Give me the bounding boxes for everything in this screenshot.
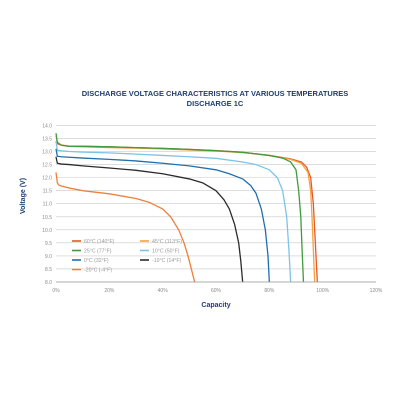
chart-subtitle: DISCHARGE 1C xyxy=(186,99,244,108)
legend-label: 45°C (113°F) xyxy=(152,239,182,245)
y-tick-label: 9.0 xyxy=(45,254,52,260)
legend-label: -10°C (14°F) xyxy=(152,258,182,264)
legend-label: 10°C (50°F) xyxy=(152,249,180,255)
y-tick-label: 9.5 xyxy=(45,241,52,247)
x-tick-label: 20% xyxy=(104,288,115,294)
x-tick-label: 60% xyxy=(211,288,222,294)
legend-label: 25°C (77°F) xyxy=(84,249,112,255)
x-axis-label: Capacity xyxy=(201,302,230,309)
y-axis-label: Voltage (V) xyxy=(20,178,27,214)
legend-label: -20°C (-4°F) xyxy=(84,268,112,274)
series-line-6 xyxy=(55,172,196,283)
series-line-3 xyxy=(55,140,292,283)
x-tick-label: 80% xyxy=(264,288,275,294)
y-tick-label: 13.0 xyxy=(42,150,52,156)
legend-label: 0°C (32°F) xyxy=(84,258,109,264)
y-tick-label: 11.0 xyxy=(43,202,53,208)
legend: 60°C (140°F) 45°C (113°F) 25°C (77°F) 10°C … xyxy=(72,239,182,274)
y-tick-label: 12.5 xyxy=(42,163,52,169)
legend-label: 60°C (140°F) xyxy=(84,239,115,245)
y-tick-label: 11.5 xyxy=(43,189,53,195)
y-tick-label: 8.5 xyxy=(45,267,52,273)
y-tick-label: 10.0 xyxy=(42,228,52,234)
series-line-2 xyxy=(55,133,305,283)
series-lines xyxy=(55,133,318,283)
x-tick-label: 40% xyxy=(158,288,169,294)
series-line-4 xyxy=(55,148,270,283)
x-tick-label: 0% xyxy=(52,288,60,294)
y-tick-label: 13.5 xyxy=(42,136,52,142)
x-tick-label: 100% xyxy=(316,288,329,294)
y-tick-label: 10.5 xyxy=(42,215,52,221)
x-tick-label: 120% xyxy=(370,288,383,294)
axes: 8.0 8.5 9.0 9.5 10.0 10.5 11.0 11.5 12.0 12.5 13.0… xyxy=(42,123,383,294)
series-line-5 xyxy=(55,156,244,283)
chart-title: DISCHARGE VOLTAGE CHARACTERISTICS AT VAR… xyxy=(81,89,349,98)
y-tick-label: 14.0 xyxy=(42,123,52,129)
y-tick-label: 8.0 xyxy=(45,280,52,286)
y-tick-label: 12.0 xyxy=(42,176,52,182)
